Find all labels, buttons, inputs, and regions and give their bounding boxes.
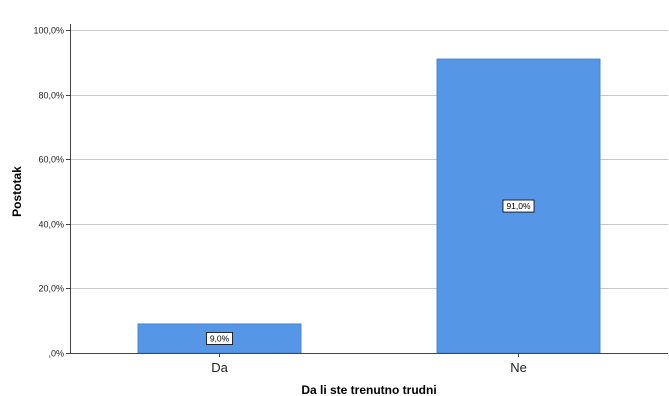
data-labels: 9,0% 91,0% <box>206 199 535 345</box>
y-tick-label: 20,0% <box>38 284 64 294</box>
y-tick-label: ,0% <box>48 349 64 359</box>
y-tick-label: 100,0% <box>33 26 64 36</box>
y-tick-label: 60,0% <box>38 155 64 165</box>
x-category-labels: Da Ne <box>211 353 527 375</box>
data-label-box <box>206 332 233 345</box>
x-axis-title: Da li ste trenutno trudni <box>301 383 436 396</box>
data-label: 9,0% <box>210 333 230 343</box>
data-label: 91,0% <box>506 201 531 211</box>
x-category-label: Ne <box>510 360 527 375</box>
y-tick-label: 80,0% <box>38 91 64 101</box>
y-tick-labels: ,0% 20,0% 40,0% 60,0% 80,0% 100,0% <box>33 26 70 359</box>
y-axis-title: Postotak <box>10 166 24 217</box>
x-category-label: Da <box>211 360 228 375</box>
data-label-box <box>502 199 535 213</box>
y-tick-label: 40,0% <box>38 220 64 230</box>
